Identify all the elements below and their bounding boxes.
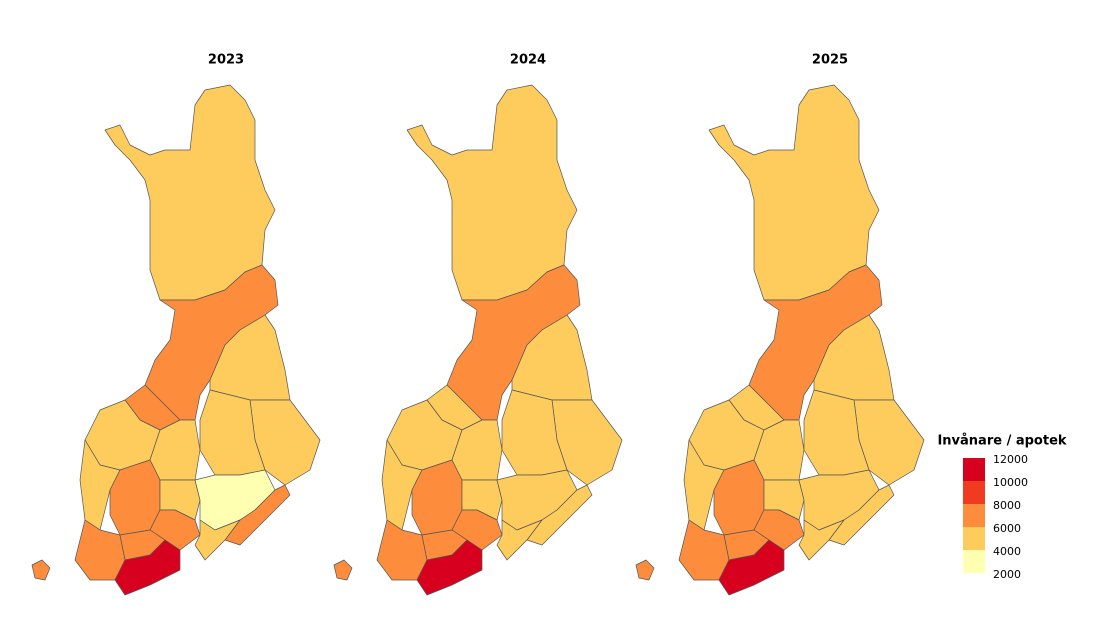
map-title: 2025 — [812, 53, 848, 68]
legend-swatch — [963, 527, 985, 550]
legend-label: 4000 — [993, 545, 1021, 558]
region — [381, 439, 423, 531]
region — [496, 519, 543, 561]
region — [683, 439, 725, 531]
legend-title: Invånare / apotek — [937, 434, 1066, 449]
region — [333, 559, 353, 581]
legend-swatch — [963, 481, 985, 504]
legend-label: 10000 — [993, 476, 1028, 489]
map — [31, 84, 321, 596]
region — [708, 84, 880, 301]
map — [635, 84, 925, 596]
legend-label: 2000 — [993, 568, 1021, 581]
region — [718, 539, 785, 596]
region — [114, 539, 181, 596]
region — [79, 439, 121, 531]
region — [194, 519, 241, 561]
map-title: 2023 — [208, 53, 244, 68]
map-title: 2024 — [510, 53, 546, 68]
region — [416, 539, 483, 596]
legend-label: 12000 — [993, 453, 1028, 466]
legend-label: 6000 — [993, 522, 1021, 535]
legend-label: 8000 — [993, 499, 1021, 512]
region — [635, 559, 655, 581]
region — [406, 84, 578, 301]
region — [31, 559, 51, 581]
legend-swatch — [963, 504, 985, 527]
region — [526, 484, 593, 546]
legend-swatch — [963, 550, 985, 573]
region — [828, 484, 895, 546]
region — [224, 484, 291, 546]
region — [798, 519, 845, 561]
map — [333, 84, 623, 596]
legend-swatch — [963, 458, 985, 481]
region — [104, 84, 276, 301]
